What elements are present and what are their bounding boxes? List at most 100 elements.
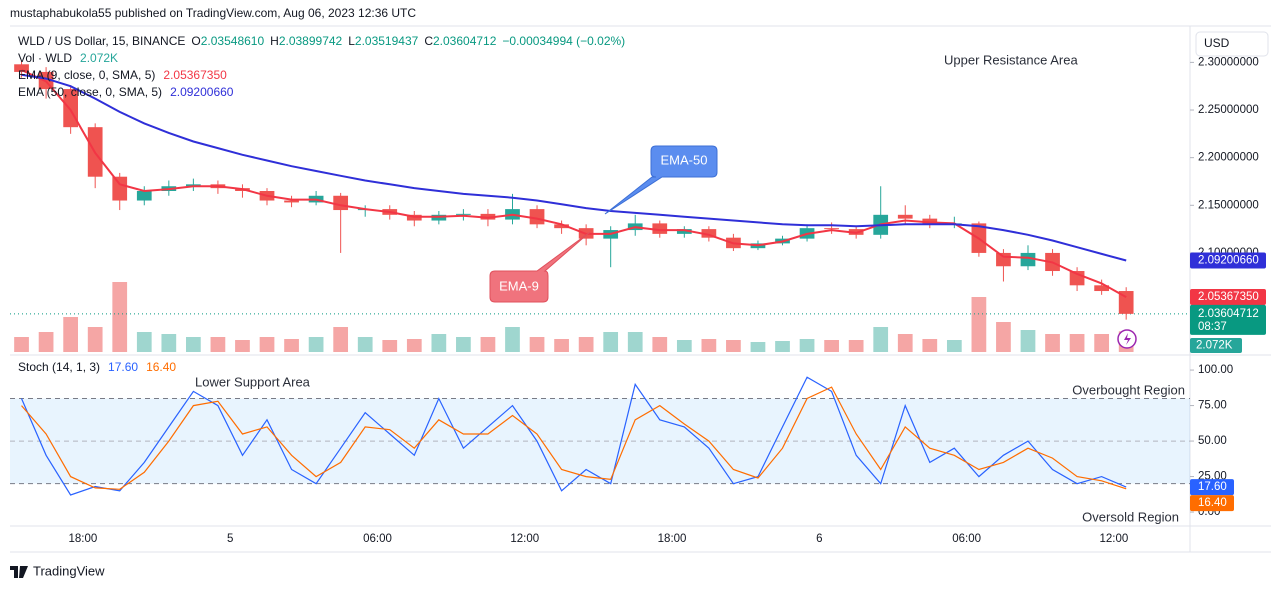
annotation: Oversold Region [1082,509,1179,524]
volume-bar [333,327,349,352]
legend-item: 2.03899742 [279,34,343,48]
brand: TradingView [33,563,105,578]
stoch-line [20,376,1127,496]
candle-body [333,195,349,211]
volume-bar [406,339,422,352]
legend-item: 17.60 [108,360,138,374]
candle-body [112,176,128,201]
volume-bar [897,334,913,352]
volume-bar [627,332,643,352]
legend-item: 2.072K [80,51,118,65]
ema9-callout [489,231,591,303]
candle-body [554,224,569,229]
candle-body [1118,291,1134,314]
volume-bar [186,337,201,352]
x-tick-label: 06:00 [952,533,981,545]
axis-value-box [1190,252,1266,269]
axis-value-label: 2.09200660 [1198,255,1259,267]
alert-icon-bolt [1124,333,1131,345]
ema9-callout-text: EMA-9 [499,278,539,293]
axis-value-label: 2.05367350 [1198,291,1259,303]
volume-bar [701,339,717,352]
legend-item: O [191,34,200,48]
y-tick-label: 50.00 [1198,435,1227,447]
volume-bar [382,340,398,352]
ema-line [21,73,1127,262]
stoch-line [21,386,1127,490]
y-tick-label: 100.00 [1198,364,1233,376]
volume-bar [1045,334,1060,352]
volume-bar [676,340,692,352]
volume-bar [505,327,520,352]
volume-bar [136,332,152,352]
candle-body [529,209,545,225]
x-tick-label: 06:00 [363,533,392,545]
currency-label[interactable]: USD [1204,36,1230,50]
volume-bar [357,337,373,352]
legend-item: 2.03548610 [201,34,265,48]
candle-body [996,252,1011,267]
volume-bar [284,339,299,352]
stoch-value-label: 16.40 [1198,497,1227,509]
candle-body [1094,285,1109,292]
annotation: Lower Support Area [195,374,311,389]
volume-bar [161,334,177,352]
legend-item: 2.03604712 [433,34,497,48]
candle-body [284,200,299,203]
legend: Vol · WLD 2.072K [18,51,118,65]
legend-item: H [270,34,279,48]
volume-bar [259,337,275,352]
legend-item: C [424,34,433,48]
volume-bar [1094,334,1109,352]
volume-bar [480,337,496,352]
volume-bar [529,337,545,352]
volume-bar [578,337,594,352]
volume-bar [554,339,569,352]
brand-logo [10,566,28,578]
candle-body [136,191,152,201]
volume-bar [1069,334,1085,352]
x-tick-label: 18:00 [658,533,687,545]
legend-item: Vol · WLD [18,51,72,65]
y-tick-label: 2.25000000 [1198,104,1259,116]
y-tick-label: 2.20000000 [1198,152,1259,164]
volume-bar [750,342,766,352]
x-tick-label: 12:00 [1100,533,1129,545]
legend: WLD / US Dollar, 15, BINANCE O2.03548610 H… [18,34,625,48]
volume-bar [14,337,29,352]
candle-body [676,229,692,234]
volume-bar [726,340,741,352]
ema-line [21,69,1127,298]
stoch-value-box [1190,479,1234,496]
volume-bar [824,340,839,352]
volume-bar [456,337,471,352]
volume-bar [799,339,815,352]
candle-body [897,214,913,219]
candle-body [1020,252,1036,267]
legend-item: Stoch (14, 1, 3) [18,360,100,374]
annotation: Overbought Region [1072,382,1185,397]
legend-item: 2.05367350 [163,68,227,82]
candle-body [14,64,29,72]
volume-bar [922,339,938,352]
y-tick-label: 2.15000000 [1198,199,1259,211]
publisher: mustaphabukola55 published on TradingVie… [10,6,416,20]
volume-bar [63,317,78,352]
ema50-callout-text: EMA-50 [661,152,708,167]
candle-body [456,213,471,215]
volume-value-box [1190,338,1242,353]
volume-bar [308,337,324,352]
volume-bar [235,340,250,352]
volume-bar [87,327,103,352]
last-price-box [1190,304,1266,335]
volume-bar [848,340,864,352]
countdown-label: 08:37 [1198,321,1227,333]
stoch-value-box [1190,495,1234,512]
legend-item: −0.00034994 (−0.02%) [502,34,625,48]
last-price-label: 2.03604712 [1198,308,1259,320]
currency-button[interactable] [1195,31,1269,57]
volume-bar [431,334,447,352]
legend-item: 2.09200660 [170,85,234,99]
legend-item: L [348,34,355,48]
volume-bar [652,337,668,352]
